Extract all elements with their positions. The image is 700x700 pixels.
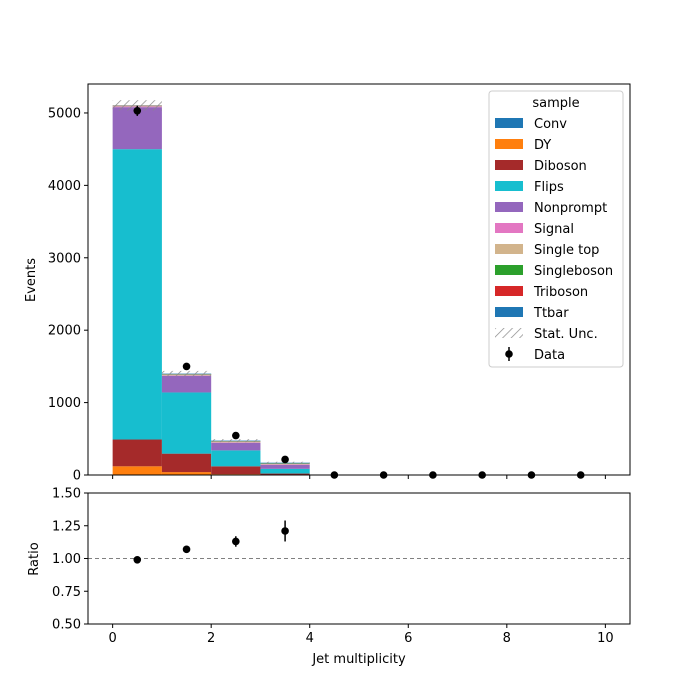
stat-unc-band-bin-1 bbox=[161, 370, 212, 377]
data-point-3 bbox=[281, 455, 289, 464]
main-panel-bars bbox=[112, 105, 310, 475]
legend-label-flips: Flips bbox=[534, 180, 564, 195]
legend-title: sample bbox=[532, 96, 579, 111]
bar-dy-bin-1 bbox=[161, 472, 212, 475]
bar-diboson-bin-2 bbox=[211, 466, 261, 475]
ratio-point-0 bbox=[133, 556, 142, 564]
legend-swatch-flips bbox=[495, 181, 523, 191]
data-point-0 bbox=[133, 106, 142, 115]
ratio-point-1 bbox=[182, 545, 191, 554]
legend-swatch-single-top bbox=[495, 244, 523, 254]
xtick-label-2: 4 bbox=[306, 631, 314, 646]
legend-swatch-signal bbox=[495, 223, 523, 233]
main-ytick-label-1: 1000 bbox=[48, 396, 81, 411]
main-ytick-label-4: 4000 bbox=[48, 179, 81, 194]
bar-diboson-bin-0 bbox=[112, 439, 162, 467]
ratio-y-axis-label: Ratio bbox=[27, 542, 42, 575]
legend-swatch-conv bbox=[495, 118, 523, 128]
legend-swatch-triboson bbox=[495, 286, 523, 296]
legend-swatch-stat-unc bbox=[495, 328, 523, 338]
bar-dy-bin-0 bbox=[112, 466, 162, 475]
legend-swatch-singleboson bbox=[495, 265, 523, 275]
ratio-point-3 bbox=[281, 527, 289, 535]
bar-diboson-bin-3 bbox=[260, 473, 310, 475]
bar-single-top-bin-3 bbox=[260, 463, 310, 465]
legend-swatch-nonprompt bbox=[495, 202, 523, 212]
legend-swatch-ttbar bbox=[495, 307, 523, 317]
legend-swatch-data bbox=[505, 350, 513, 358]
xtick-label-4: 8 bbox=[503, 631, 511, 646]
legend-swatch-dy bbox=[495, 139, 523, 149]
legend-label-singleboson: Singleboson bbox=[534, 264, 613, 279]
xtick-label-5: 10 bbox=[597, 631, 614, 646]
legend-label-conv: Conv bbox=[534, 117, 567, 132]
x-axis-label: Jet multiplicity bbox=[311, 652, 406, 667]
bar-nonprompt-bin-3 bbox=[260, 464, 310, 469]
xtick-label-0: 0 bbox=[108, 631, 116, 646]
bar-flips-bin-3 bbox=[260, 468, 310, 474]
bar-flips-bin-2 bbox=[211, 450, 261, 467]
legend-swatch-diboson bbox=[495, 160, 523, 170]
ratio-ytick-label-0: 0.50 bbox=[52, 618, 81, 633]
data-point-1 bbox=[182, 362, 191, 371]
data-point-2 bbox=[232, 431, 240, 440]
legend: sample Conv DY Diboson Flips Nonprompt Signal S… bbox=[488, 90, 624, 368]
bar-nonprompt-bin-1 bbox=[161, 375, 212, 393]
main-panel-axes: 0 1000 2000 3000 4000 5000 bbox=[48, 106, 606, 484]
bar-flips-bin-1 bbox=[161, 392, 212, 454]
bar-nonprompt-bin-2 bbox=[211, 442, 261, 451]
legend-label-data: Data bbox=[534, 348, 565, 363]
legend-label-dy: DY bbox=[534, 138, 551, 153]
xtick-label-3: 6 bbox=[404, 631, 412, 646]
bar-diboson-bin-1 bbox=[161, 453, 212, 473]
ratio-panel-content bbox=[88, 520, 630, 564]
main-ytick-label-3: 3000 bbox=[48, 251, 81, 266]
ratio-ytick-label-3: 1.25 bbox=[52, 519, 81, 534]
legend-label-nonprompt: Nonprompt bbox=[534, 201, 607, 216]
ratio-ytick-label-2: 1.00 bbox=[52, 552, 81, 567]
legend-label-signal: Signal bbox=[534, 222, 574, 237]
legend-label-diboson: Diboson bbox=[534, 159, 587, 174]
ratio-panel-axes: 0.50 0.75 1.00 1.25 1.50 0 2 4 6 8 10 bbox=[52, 487, 614, 647]
main-ytick-label-2: 2000 bbox=[48, 324, 81, 339]
main-ytick-label-0: 0 bbox=[73, 469, 81, 484]
ratio-panel-frame bbox=[87, 492, 631, 625]
legend-label-triboson: Triboson bbox=[533, 285, 588, 300]
ratio-ytick-label-1: 0.75 bbox=[52, 585, 81, 600]
main-y-axis-label: Events bbox=[24, 258, 39, 302]
stat-unc-band-bin-0 bbox=[112, 100, 162, 111]
legend-label-ttbar: Ttbar bbox=[533, 306, 569, 321]
ratio-point-2 bbox=[232, 537, 240, 546]
legend-label-stat-unc: Stat. Unc. bbox=[534, 327, 598, 342]
bar-flips-bin-0 bbox=[112, 149, 162, 440]
legend-label-single-top: Single top bbox=[534, 243, 599, 258]
main-panel-frame bbox=[87, 83, 631, 476]
stat-unc-band-bin-2 bbox=[211, 439, 261, 443]
xtick-label-1: 2 bbox=[207, 631, 215, 646]
ratio-ytick-label-4: 1.50 bbox=[52, 487, 81, 502]
main-ytick-label-5: 5000 bbox=[48, 106, 81, 121]
